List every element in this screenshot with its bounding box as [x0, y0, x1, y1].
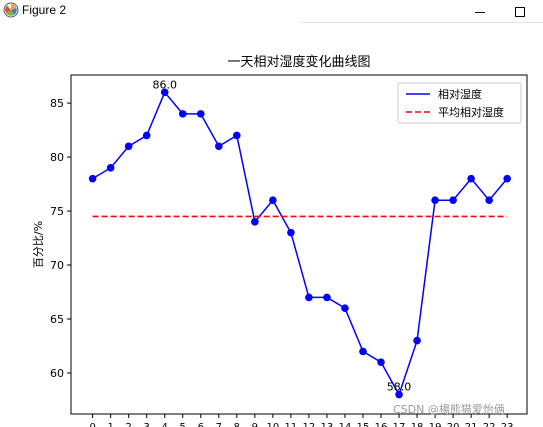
- data-point: [503, 174, 511, 183]
- x-tick-label: 16: [375, 422, 388, 427]
- data-point: [323, 293, 331, 302]
- x-tick-label: 10: [266, 422, 279, 427]
- chart-title: 一天相对湿度变化曲线图: [227, 54, 370, 70]
- plot-frame: [70, 74, 528, 415]
- window-titlebar: Figure 2: [0, 0, 543, 22]
- x-tick-label: 1: [107, 422, 113, 427]
- x-tick-label: 6: [198, 422, 204, 427]
- data-point: [142, 131, 151, 140]
- data-point: [269, 196, 277, 205]
- legend-label: 相对湿度: [438, 87, 482, 101]
- x-tick-label: 21: [465, 422, 478, 427]
- x-tick-label: 8: [234, 422, 240, 427]
- data-point: [467, 174, 475, 183]
- x-tick-label: 22: [483, 422, 496, 427]
- y-tick-label: 75: [50, 205, 64, 218]
- x-tick-label: 20: [447, 422, 460, 427]
- x-tick-label: 17: [393, 422, 406, 427]
- x-tick-label: 0: [89, 422, 95, 427]
- data-label: 86.0: [152, 78, 177, 91]
- y-axis-label: 百分比/%: [32, 221, 45, 268]
- data-point: [359, 347, 367, 356]
- window-title: Figure 2: [22, 3, 67, 17]
- x-tick-label: 12: [303, 422, 316, 427]
- x-tick-label: 19: [429, 422, 442, 427]
- data-point: [251, 218, 259, 226]
- x-tick-label: 2: [125, 422, 131, 427]
- data-point: [233, 131, 241, 140]
- data-point: [341, 304, 349, 312]
- y-tick-label: 70: [50, 259, 64, 272]
- x-tick-label: 7: [216, 422, 222, 427]
- minimize-icon: [475, 2, 485, 21]
- data-point: [485, 196, 493, 205]
- legend-box: [397, 82, 522, 124]
- x-tick-label: 5: [180, 422, 186, 427]
- minimize-button[interactable]: [465, 0, 495, 22]
- data-label: 58.0: [387, 381, 412, 394]
- x-tick-label: 4: [162, 422, 168, 427]
- data-point: [178, 110, 187, 118]
- x-tick-label: 18: [411, 422, 424, 427]
- x-tick-label: 23: [501, 422, 514, 427]
- data-point: [431, 196, 439, 205]
- maximize-icon: [515, 2, 525, 21]
- x-tick-label: 11: [285, 422, 298, 427]
- data-point: [395, 390, 403, 399]
- watermark: CSDN @楊熊猫爱怡俩: [393, 403, 505, 416]
- data-point: [196, 110, 205, 118]
- x-tick-label: 9: [252, 422, 258, 427]
- data-point: [287, 228, 295, 237]
- data-point: [413, 336, 421, 345]
- x-tick-label: 13: [321, 422, 334, 427]
- titlebar-divider: [300, 22, 543, 23]
- x-tick-label: 15: [357, 422, 370, 427]
- data-point: [160, 88, 169, 97]
- y-tick-label: 65: [50, 313, 64, 326]
- matplotlib-icon: [3, 2, 19, 18]
- data-point: [106, 164, 115, 172]
- y-tick-label: 60: [50, 367, 64, 380]
- y-tick-label: 80: [50, 151, 64, 164]
- series-line-humidity: [92, 90, 508, 397]
- data-point: [88, 174, 97, 183]
- humidity-chart: 一天相对湿度变化曲线图60657075808501234567891011121…: [32, 54, 528, 427]
- data-point: [449, 196, 457, 205]
- data-point: [377, 358, 385, 366]
- data-point: [124, 142, 133, 151]
- data-point: [305, 293, 313, 302]
- x-tick-label: 3: [144, 422, 150, 427]
- x-tick-label: 14: [339, 422, 352, 427]
- legend-label: 平均相对湿度: [438, 105, 504, 119]
- y-tick-label: 85: [50, 97, 64, 110]
- data-point: [214, 142, 223, 151]
- maximize-button[interactable]: [505, 0, 535, 22]
